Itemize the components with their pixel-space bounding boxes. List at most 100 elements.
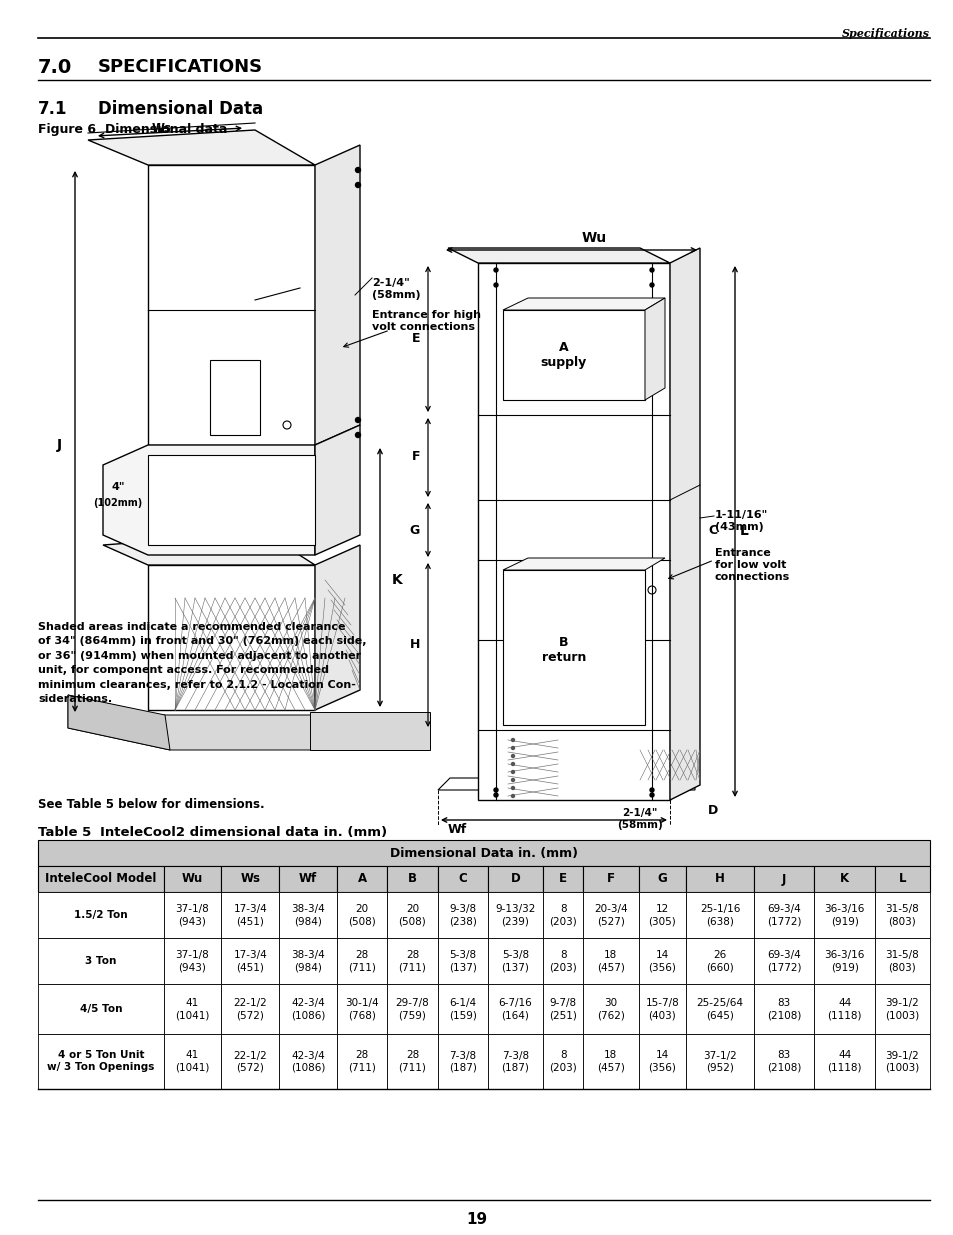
Circle shape [511,771,514,773]
Bar [437,866,487,892]
Bar [164,892,221,939]
Bar [164,1034,221,1089]
Text: Ws: Ws [152,122,172,135]
Text: 9-7/8
(251): 9-7/8 (251) [549,998,577,1020]
Text: 5-3/8
(137): 5-3/8 (137) [501,950,529,972]
Text: 69-3/4
(1772): 69-3/4 (1772) [766,950,801,972]
Bar [38,840,929,866]
Text: 2-1/4": 2-1/4" [621,808,657,818]
Bar [164,984,221,1034]
Bar [582,984,638,1034]
Text: Entrance for high: Entrance for high [372,310,480,320]
Circle shape [355,432,360,437]
Text: F: F [606,872,615,885]
Text: 5-3/8
(137): 5-3/8 (137) [448,950,476,972]
Text: 14
(356): 14 (356) [648,1051,676,1072]
Text: A
supply: A supply [540,341,586,369]
Text: InteleCool2 dimensional data in. (mm): InteleCool2 dimensional data in. (mm) [100,826,387,839]
Bar [582,939,638,984]
Text: E: E [558,872,566,885]
Text: 38-3/4
(984): 38-3/4 (984) [291,904,325,926]
Text: 42-3/4
(1086): 42-3/4 (1086) [291,1051,325,1072]
Text: Wu: Wu [580,231,606,245]
Bar [221,984,279,1034]
Bar [685,866,753,892]
Bar [437,984,487,1034]
Bar [336,1034,387,1089]
Bar [874,866,929,892]
Bar [336,984,387,1034]
Text: 14
(356): 14 (356) [648,950,676,972]
Text: (58mm): (58mm) [372,290,420,300]
Text: Wu: Wu [182,872,203,885]
Bar [814,892,874,939]
Text: 17-3/4
(451): 17-3/4 (451) [233,904,267,926]
Text: 1.5/2 Ton: 1.5/2 Ton [74,910,128,920]
Bar [638,892,685,939]
Bar [38,892,164,939]
Text: 6-7/16
(164): 6-7/16 (164) [498,998,532,1020]
Text: K: K [392,573,402,587]
Polygon shape [310,713,430,750]
Text: 39-1/2
(1003): 39-1/2 (1003) [884,1051,919,1072]
Polygon shape [644,298,664,400]
Polygon shape [502,298,664,310]
Circle shape [649,788,654,792]
Text: 17-3/4
(451): 17-3/4 (451) [233,950,267,972]
Text: 69-3/4
(1772): 69-3/4 (1772) [766,904,801,926]
Text: D: D [510,872,519,885]
Text: E: E [411,332,419,346]
Circle shape [649,283,654,287]
Text: L: L [898,872,905,885]
Text: 22-1/2
(572): 22-1/2 (572) [233,998,267,1020]
Text: Table 5: Table 5 [38,826,91,839]
Text: 44
(1118): 44 (1118) [826,998,861,1020]
Text: 38-3/4
(984): 38-3/4 (984) [291,950,325,972]
Bar [753,866,814,892]
Bar [279,866,336,892]
Circle shape [355,168,360,173]
Bar [753,1034,814,1089]
Text: 1-11/16": 1-11/16" [714,510,767,520]
Bar [542,939,582,984]
Text: C: C [457,872,467,885]
Text: (58mm): (58mm) [617,820,662,830]
Text: 30-1/4
(768): 30-1/4 (768) [345,998,378,1020]
Circle shape [355,417,360,422]
Polygon shape [669,248,700,800]
Bar [542,866,582,892]
Polygon shape [448,248,669,263]
Text: Figure 6: Figure 6 [38,124,96,136]
Bar [487,939,542,984]
Text: 3 Ton: 3 Ton [85,956,116,966]
Bar [387,892,437,939]
Bar [814,939,874,984]
Text: 20
(508): 20 (508) [398,904,426,926]
Text: 7-3/8
(187): 7-3/8 (187) [448,1051,476,1072]
Polygon shape [68,695,430,750]
Polygon shape [314,425,359,555]
Text: 18
(457): 18 (457) [597,1051,624,1072]
Polygon shape [210,359,260,435]
Text: 28
(711): 28 (711) [398,1051,426,1072]
Text: 8
(203): 8 (203) [549,1051,577,1072]
Circle shape [511,762,514,766]
Text: J: J [57,438,62,452]
Bar [387,939,437,984]
Text: 30
(762): 30 (762) [597,998,624,1020]
Bar [487,984,542,1034]
Text: Dimensional Data in. (mm): Dimensional Data in. (mm) [390,846,578,860]
Bar [638,939,685,984]
Bar [685,984,753,1034]
Text: for low volt: for low volt [714,559,785,571]
Text: Entrance: Entrance [714,548,770,558]
Text: 20
(508): 20 (508) [348,904,375,926]
Text: 6-1/4
(159): 6-1/4 (159) [448,998,476,1020]
Bar [542,1034,582,1089]
Polygon shape [314,144,359,445]
Text: D: D [707,804,718,816]
Bar [279,892,336,939]
Text: Dimensional Data: Dimensional Data [98,100,263,119]
Bar [437,892,487,939]
Text: 28
(711): 28 (711) [348,950,375,972]
